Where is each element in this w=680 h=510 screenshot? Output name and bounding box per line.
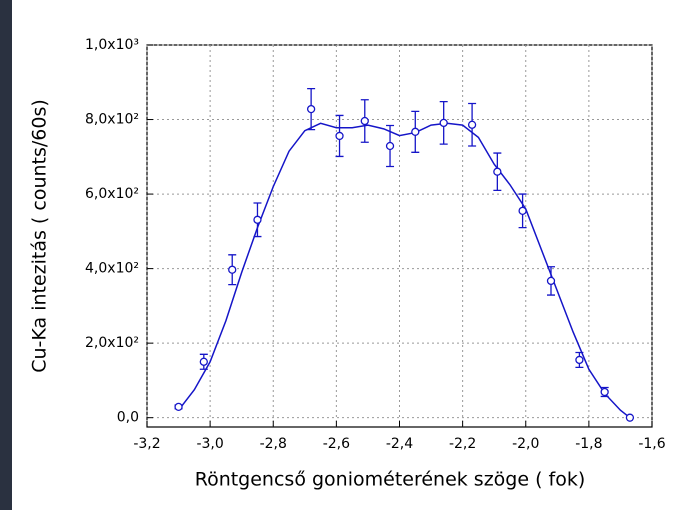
data-point xyxy=(306,104,316,114)
data-point xyxy=(174,402,183,412)
data-point xyxy=(228,265,237,274)
data-point xyxy=(546,276,556,286)
data-point xyxy=(625,413,635,422)
data-point xyxy=(575,355,584,365)
data-point xyxy=(360,116,369,126)
data-point xyxy=(439,118,448,128)
data-point xyxy=(335,131,344,141)
x-tick-label: -2,8 xyxy=(260,436,287,452)
fit-line xyxy=(177,122,631,419)
x-axis-title: Röntgencső goniométerének szöge ( fok) xyxy=(195,469,586,491)
data-point xyxy=(600,387,609,397)
x-tick-label: -3,2 xyxy=(133,436,160,452)
data-point xyxy=(253,215,262,224)
y-axis-title: Cu-Ka intezitás ( counts/60s) xyxy=(29,99,51,373)
y-tick-label: 0,0 xyxy=(117,410,139,426)
data-point xyxy=(467,120,477,129)
x-tick-label: -2,4 xyxy=(386,436,413,452)
x-tick-label: -3,0 xyxy=(196,436,223,452)
y-tick-label: 8,0x10² xyxy=(85,112,139,128)
x-tick-label: -2,0 xyxy=(512,436,539,452)
x-tick-label: -1,6 xyxy=(638,436,665,452)
data-point xyxy=(199,357,208,366)
y-tick-label: 4,0x10² xyxy=(85,261,139,277)
x-tick-label: -1,8 xyxy=(575,436,602,452)
data-point xyxy=(493,167,502,176)
data-point xyxy=(411,127,420,136)
data-point xyxy=(385,141,395,151)
y-tick-label: 6,0x10² xyxy=(85,186,139,202)
x-tick-label: -2,2 xyxy=(449,436,476,452)
x-tick-label: -2,6 xyxy=(323,436,350,452)
y-tick-label: 1,0x10³ xyxy=(85,37,139,53)
background-strip xyxy=(0,0,12,510)
data-point xyxy=(518,206,527,215)
y-tick-label: 2,0x10² xyxy=(85,335,139,351)
